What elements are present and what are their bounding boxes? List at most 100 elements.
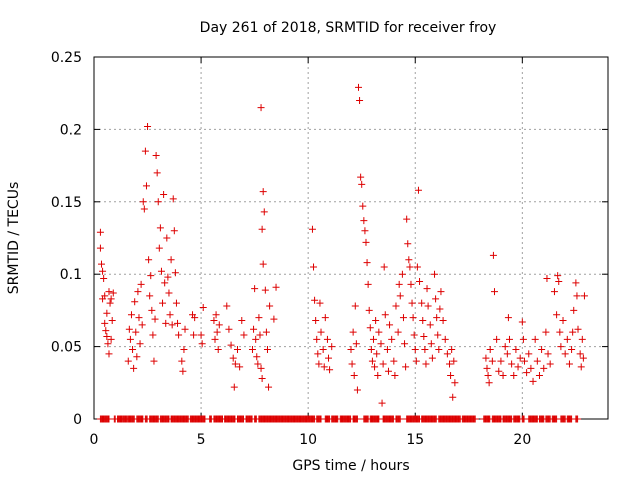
data-point [319, 345, 327, 353]
data-point [197, 331, 205, 339]
data-point [96, 228, 104, 236]
data-point [347, 345, 355, 353]
data-point [315, 360, 323, 368]
x-tick-label: 20 [513, 432, 531, 448]
data-point [156, 224, 164, 232]
data-point [372, 317, 380, 325]
data-point [148, 306, 156, 314]
data-point [559, 317, 567, 325]
data-point [546, 360, 554, 368]
data-point [540, 364, 548, 372]
data-point [259, 260, 267, 268]
data-point [258, 374, 266, 382]
data-point [129, 345, 137, 353]
data-point [145, 256, 153, 264]
data-point [367, 345, 375, 353]
data-point [265, 383, 273, 391]
data-point [150, 357, 158, 365]
data-point [433, 314, 441, 322]
data-point [174, 319, 182, 327]
zero-point [471, 415, 479, 423]
data-point [134, 288, 142, 296]
data-point [563, 335, 571, 343]
data-point [484, 372, 492, 380]
data-point [410, 331, 418, 339]
data-point [215, 321, 223, 329]
data-point [159, 299, 167, 307]
data-point [426, 321, 434, 329]
data-point [151, 315, 159, 323]
data-point [266, 302, 274, 310]
data-point [447, 372, 455, 380]
data-point [373, 350, 381, 358]
data-point [360, 217, 368, 225]
y-tick-label: 0.2 [60, 122, 82, 138]
data-point [499, 372, 507, 380]
data-point [261, 286, 269, 294]
data-point [371, 363, 379, 371]
data-point [428, 354, 436, 362]
data-point [554, 272, 562, 280]
data-point [380, 263, 388, 271]
data-point [127, 311, 135, 319]
data-point [101, 292, 109, 300]
data-point [210, 317, 218, 325]
data-point [229, 354, 237, 362]
data-point [152, 151, 160, 159]
data-point [191, 314, 199, 322]
data-point [510, 372, 518, 380]
data-point [401, 340, 409, 348]
data-point [316, 299, 324, 307]
data-point [384, 367, 392, 375]
data-point [394, 328, 402, 336]
data-point [449, 393, 457, 401]
data-point [161, 279, 169, 287]
x-tick-label: 15 [406, 432, 424, 448]
data-point [573, 292, 581, 300]
data-point [140, 205, 148, 213]
data-point [388, 335, 396, 343]
data-point [431, 270, 439, 278]
data-point [260, 208, 268, 216]
data-point [369, 335, 377, 343]
data-point [160, 191, 168, 199]
axis-ticks [93, 56, 608, 420]
data-point [520, 357, 528, 365]
data-point [422, 360, 430, 368]
data-point [488, 357, 496, 365]
data-point [544, 350, 552, 358]
data-point [404, 240, 412, 248]
data-point [214, 345, 222, 353]
data-point [171, 269, 179, 277]
x-tick-labels: 0 5 10 15 20 [90, 432, 532, 448]
data-point [490, 288, 498, 296]
data-point [421, 345, 429, 353]
data-point [124, 357, 132, 365]
y-tick-label: 0.1 [60, 267, 82, 283]
data-point [402, 363, 410, 371]
data-point [149, 331, 157, 339]
data-point [258, 225, 266, 233]
data-point [518, 318, 526, 326]
data-point [101, 319, 109, 327]
data-point [392, 302, 400, 310]
data-point [423, 285, 431, 293]
data-point [162, 319, 170, 327]
data-point [555, 277, 563, 285]
data-point [391, 372, 399, 380]
data-point [569, 328, 577, 336]
data-point [529, 377, 537, 385]
data-point [381, 311, 389, 319]
y-tick-label: 0.15 [51, 195, 82, 211]
data-point [133, 353, 141, 361]
data-point [435, 345, 443, 353]
data-point [523, 369, 531, 377]
data-point [568, 345, 576, 353]
data-point [557, 343, 565, 351]
data-point [230, 383, 238, 391]
data-point [169, 195, 177, 203]
data-point [451, 379, 459, 387]
data-point [578, 335, 586, 343]
data-point [407, 280, 415, 288]
data-point [424, 302, 432, 310]
